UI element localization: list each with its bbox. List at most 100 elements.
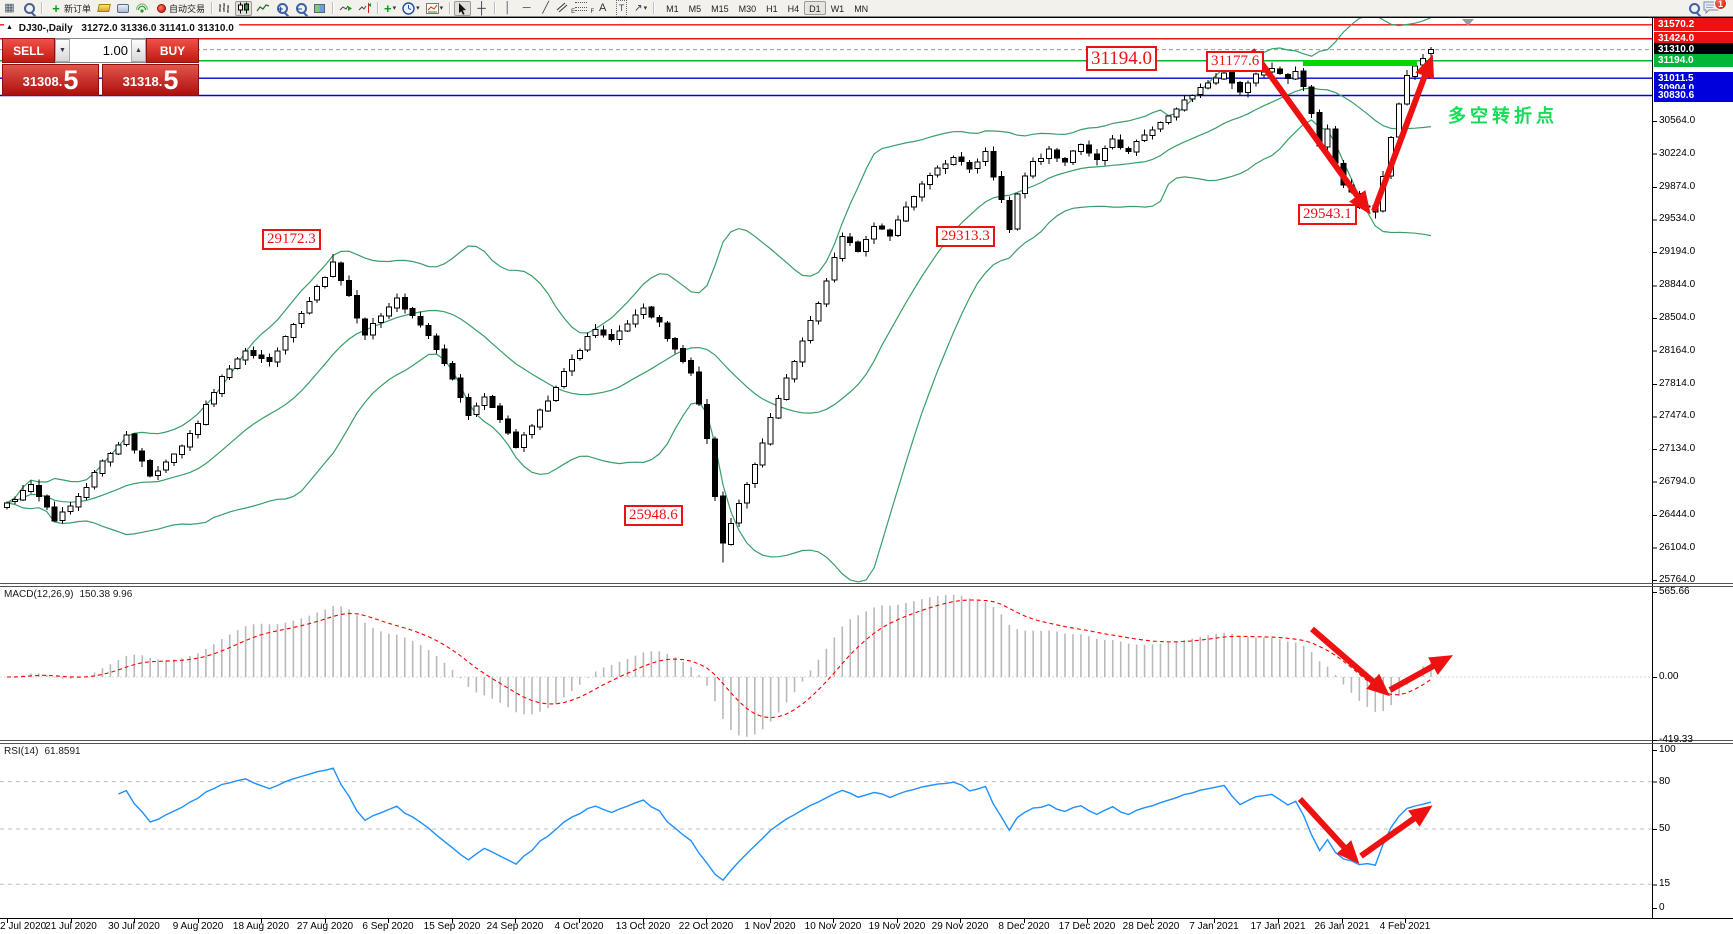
indicators-button[interactable]: + ▾: [381, 1, 399, 16]
price-axis-tag: 31011.5: [1654, 72, 1733, 85]
date-axis-label: 26 Jan 2021: [1314, 921, 1370, 932]
zoom-out-icon[interactable]: −: [292, 1, 309, 16]
timeframe-button-h4[interactable]: H4: [787, 4, 800, 14]
sell-price-pip: 5: [63, 65, 79, 95]
gold-icon[interactable]: [95, 1, 112, 16]
timeframe-button-m1[interactable]: M1: [666, 4, 679, 14]
main-panel[interactable]: [0, 15, 1652, 583]
indicators-icon: +: [384, 0, 392, 16]
timeframe-button-h1[interactable]: H1: [766, 4, 778, 14]
text-icon[interactable]: A: [599, 1, 607, 14]
sell-price-tile[interactable]: 31308. 5: [2, 64, 99, 96]
price-axis-tag: 31194.0: [1654, 54, 1733, 67]
price-annotation-label[interactable]: 25948.6: [624, 505, 683, 526]
trendline-icon[interactable]: ╱: [542, 1, 549, 14]
chevron-down-icon: ▾: [416, 5, 420, 12]
vertical-line-icon[interactable]: │: [504, 1, 512, 14]
horizontal-line-icon[interactable]: ─: [522, 1, 531, 14]
vps-icon[interactable]: [114, 1, 131, 16]
auto-scroll-icon[interactable]: [337, 1, 354, 16]
tile-windows-icon[interactable]: [311, 1, 328, 16]
timeframe-button-mn[interactable]: MN: [854, 4, 869, 14]
candlestick-chart-icon[interactable]: [235, 0, 253, 16]
price-axis-tick: 26444.0: [1659, 509, 1696, 520]
toolbar-separator: [653, 2, 655, 14]
text-label-icon[interactable]: T: [613, 0, 630, 17]
buy-price-tile[interactable]: 31318. 5: [102, 64, 199, 96]
signals-icon[interactable]: [133, 1, 150, 16]
price-annotation-label[interactable]: 31177.6: [1206, 51, 1265, 72]
price-axis-tick: 29874.0: [1659, 181, 1696, 192]
rsi-axis-tick: 15: [1659, 878, 1671, 889]
macd-axis-tick: 565.66: [1659, 586, 1690, 597]
chart-shift-icon[interactable]: [356, 1, 373, 16]
date-axis-label: 4 Feb 2021: [1379, 921, 1431, 932]
timeframe-button-m15[interactable]: M15: [711, 4, 729, 14]
date-axis-label: 7 Jan 2021: [1189, 921, 1239, 932]
sell-price: 31308.: [22, 74, 63, 89]
sell-button[interactable]: SELL: [2, 38, 55, 63]
price-axis-tick: 29194.0: [1659, 246, 1696, 257]
rsi-axis-tick: 50: [1659, 823, 1671, 834]
date-axis-label: 2 Jul 2020: [0, 921, 47, 932]
buy-button[interactable]: BUY: [146, 38, 199, 63]
macd-label: MACD(12,26,9) 150.38 9.96: [4, 589, 133, 600]
timeframe-button-m5[interactable]: M5: [688, 4, 702, 14]
price-annotation-label[interactable]: 29543.1: [1298, 204, 1357, 225]
date-axis-label: 1 Nov 2020: [744, 921, 796, 932]
date-axis-label: 29 Nov 2020: [931, 921, 989, 932]
macd-values: 150.38 9.96: [79, 589, 133, 600]
cursor-icon[interactable]: [454, 0, 472, 16]
price-axis-tick: 28504.0: [1659, 312, 1696, 323]
price-annotation-label[interactable]: 29172.3: [262, 229, 321, 250]
fibonacci-icon[interactable]: F: [575, 1, 594, 16]
main-toolbar: ▦ + 新订单 自动交易 + −: [0, 0, 1733, 17]
template-icon: [425, 2, 439, 14]
volume-input[interactable]: [70, 39, 131, 62]
new-chart-icon[interactable]: ▦: [4, 1, 15, 14]
timeframe-button-m30[interactable]: M30: [738, 4, 757, 14]
date-axis-label: 27 Aug 2020: [296, 921, 354, 932]
timeframe-button-w1[interactable]: W1: [830, 4, 845, 14]
arrows-button[interactable]: ↗ ▾: [631, 1, 650, 16]
price-annotation-label[interactable]: 31194.0: [1086, 46, 1158, 71]
arrows-icon: ↗: [634, 2, 643, 14]
autotrading-label: 自动交易: [169, 3, 206, 14]
rsi-panel[interactable]: [0, 767, 1652, 885]
templates-button[interactable]: ▾: [423, 1, 447, 16]
timeframe-button-d1[interactable]: D1: [804, 1, 826, 15]
line-chart-icon[interactable]: [254, 1, 271, 16]
chart-note-text: 多空转折点: [1448, 106, 1558, 126]
search-icon[interactable]: [1685, 1, 1702, 16]
date-axis-label: 17 Jan 2021: [1250, 921, 1306, 932]
date-axis-label: 28 Dec 2020: [1122, 921, 1180, 932]
zoom-in-icon[interactable]: +: [273, 1, 290, 16]
equidistant-channel-icon[interactable]: E: [556, 1, 575, 16]
chevron-down-icon: ▾: [439, 5, 444, 12]
price-axis-tick: 27814.0: [1659, 378, 1696, 389]
date-axis-label: 15 Sep 2020: [423, 921, 481, 932]
bar-chart-icon[interactable]: [216, 1, 233, 16]
price-annotation-label[interactable]: 29313.3: [936, 226, 995, 247]
symbol-period: DJ30-,Daily: [18, 23, 73, 34]
new-order-button[interactable]: + 新订单: [45, 1, 94, 16]
date-axis-label: 17 Dec 2020: [1058, 921, 1116, 932]
notification-badge: 1: [1714, 0, 1727, 10]
autotrading-button[interactable]: 自动交易: [151, 1, 208, 16]
toolbar-separator: [211, 2, 213, 14]
crosshair-icon[interactable]: ┼: [477, 0, 486, 15]
clock-icon: [402, 1, 415, 15]
macd-panel[interactable]: [0, 594, 1652, 737]
price-axis-tick: 28164.0: [1659, 345, 1696, 356]
date-axis-label: 24 Sep 2020: [486, 921, 544, 932]
rsi-label: RSI(14) 61.8591: [4, 746, 81, 757]
chat-button[interactable]: 1: [1703, 0, 1727, 16]
volume-increase-button[interactable]: ▲: [131, 39, 146, 62]
periods-button[interactable]: ▾: [399, 1, 423, 16]
price-axis-tag: 30830.6: [1654, 89, 1733, 102]
chart-shift-marker-icon[interactable]: [1462, 19, 1474, 26]
volume-decrease-button[interactable]: ▼: [55, 39, 70, 62]
profiles-icon[interactable]: [20, 1, 37, 16]
